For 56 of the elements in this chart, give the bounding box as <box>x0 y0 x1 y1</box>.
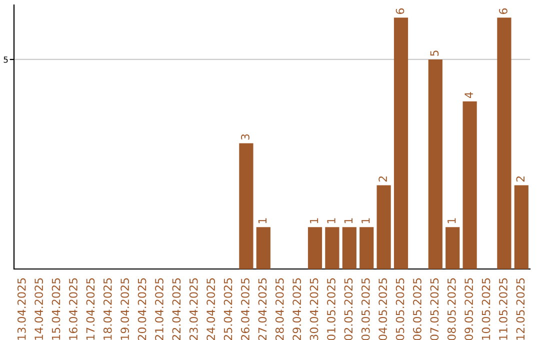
bar <box>325 227 340 269</box>
x-tick-label: 20.04.2025 <box>138 278 146 340</box>
x-tick-label: 28.04.2025 <box>275 278 284 340</box>
x-tick-label: 11.05.2025 <box>499 278 508 340</box>
bar <box>462 101 477 269</box>
data-label: 1 <box>448 218 456 224</box>
x-tick-label: 23.04.2025 <box>189 278 198 340</box>
data-label: 4 <box>464 92 473 98</box>
x-tick-label: 09.05.2025 <box>464 278 474 340</box>
data-label: 1 <box>258 218 266 224</box>
x-tick-label: 16.04.2025 <box>69 278 78 340</box>
x-tick-label: 30.04.2025 <box>310 278 318 340</box>
x-tick-label: 21.04.2025 <box>155 278 164 340</box>
bar <box>497 18 512 269</box>
data-label: 1 <box>310 218 318 224</box>
x-tick-label: 08.05.2025 <box>447 278 456 340</box>
data-label: 2 <box>516 176 524 182</box>
bar <box>394 18 408 269</box>
bar <box>239 143 254 269</box>
data-label: 6 <box>499 8 508 14</box>
data-label: 6 <box>396 8 404 14</box>
x-tick-label: 07.05.2025 <box>430 278 439 340</box>
x-tick-label: 17.04.2025 <box>86 278 95 340</box>
x-tick-label: 06.05.2025 <box>413 278 422 340</box>
x-tick-label: 25.04.2025 <box>224 278 232 340</box>
x-tick-label: 26.04.2025 <box>241 278 250 340</box>
x-tick-label: 03.05.2025 <box>361 278 370 340</box>
x-tick-label: 04.05.2025 <box>378 278 388 340</box>
x-tick-label: 27.04.2025 <box>258 278 267 340</box>
x-tick-label: 15.04.2025 <box>52 278 60 340</box>
data-label: 1 <box>344 218 352 224</box>
data-label: 1 <box>362 218 370 224</box>
data-label: 2 <box>378 176 387 182</box>
x-tick-label: 22.04.2025 <box>172 278 181 340</box>
x-tick-label: 19.04.2025 <box>120 278 130 340</box>
x-tick-label: 12.05.2025 <box>516 278 525 340</box>
bar <box>514 185 528 269</box>
bar <box>360 227 374 269</box>
x-tick-label: 18.04.2025 <box>103 278 112 340</box>
bar <box>256 227 270 269</box>
bar <box>308 227 322 269</box>
bar <box>428 59 442 269</box>
x-tick-label: 10.05.2025 <box>482 278 490 340</box>
bar <box>342 227 356 269</box>
x-tick-label: 24.04.2025 <box>206 278 216 340</box>
x-tick-label: 05.05.2025 <box>396 278 404 340</box>
x-tick-label: 02.05.2025 <box>344 278 353 340</box>
x-tick-label: 13.04.2025 <box>17 278 26 340</box>
x-tick-label: 01.05.2025 <box>327 278 336 340</box>
x-tick-label: 29.04.2025 <box>292 278 302 340</box>
bar <box>376 185 391 269</box>
data-label: 5 <box>430 50 439 56</box>
bar <box>446 227 460 269</box>
data-label: 3 <box>241 134 250 140</box>
data-label: 1 <box>327 218 336 224</box>
x-tick-label: 14.04.2025 <box>34 278 44 340</box>
